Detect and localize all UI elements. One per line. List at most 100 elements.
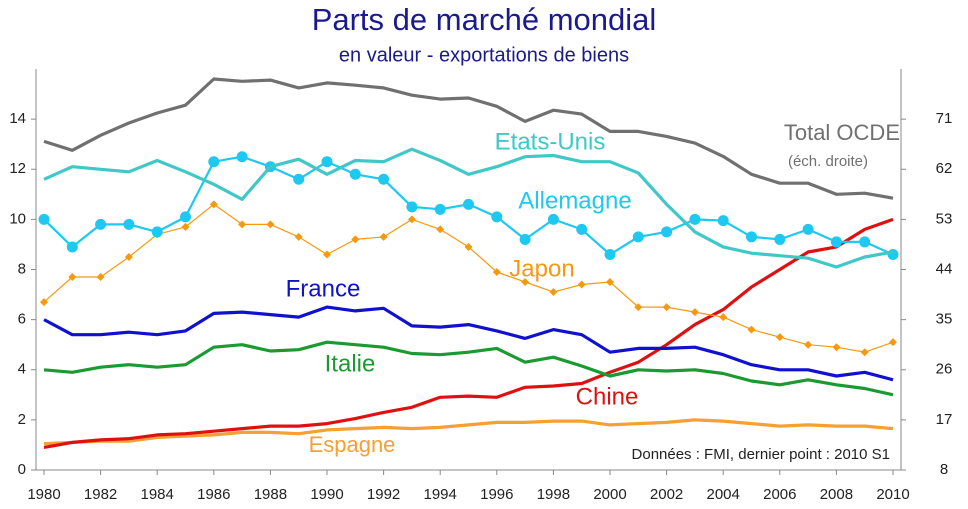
point bbox=[717, 215, 729, 227]
point bbox=[436, 225, 445, 234]
y2-tick-label: 62 bbox=[936, 160, 953, 177]
x-tick-label: 2000 bbox=[593, 486, 626, 503]
point bbox=[238, 220, 247, 229]
y-tick-label: 4 bbox=[18, 361, 26, 378]
x-tick-label: 1982 bbox=[84, 486, 117, 503]
point bbox=[407, 215, 416, 224]
point bbox=[236, 151, 248, 163]
y2-tick-label: 53 bbox=[936, 210, 953, 227]
point bbox=[151, 226, 163, 238]
point bbox=[606, 278, 614, 287]
annotation: (éch. droite) bbox=[788, 153, 868, 170]
series-line bbox=[43, 217, 894, 449]
series-line bbox=[43, 77, 894, 200]
point bbox=[181, 222, 190, 231]
point bbox=[802, 223, 814, 235]
y-tick-label: 12 bbox=[9, 160, 26, 177]
x-tick-label: 1990 bbox=[310, 486, 343, 503]
x-tick-label: 2004 bbox=[707, 486, 740, 503]
point bbox=[860, 348, 869, 357]
chart-subtitle: en valeur - exportations de biens bbox=[339, 44, 629, 66]
point bbox=[95, 218, 107, 230]
y-tick-label: 8 bbox=[18, 260, 26, 277]
series-line bbox=[43, 147, 894, 269]
series-line bbox=[43, 305, 894, 382]
x-tick-label: 2010 bbox=[876, 486, 909, 503]
point bbox=[38, 213, 50, 225]
y-tick-label: 10 bbox=[9, 210, 26, 227]
y-tick-label: 2 bbox=[18, 411, 26, 428]
point bbox=[549, 288, 558, 297]
x-tick-label: 1980 bbox=[27, 486, 60, 503]
y2-tick-label: 35 bbox=[936, 311, 953, 328]
point bbox=[323, 250, 331, 259]
point bbox=[434, 203, 446, 215]
point bbox=[547, 213, 559, 225]
series-label: Chine bbox=[576, 383, 639, 410]
point bbox=[690, 308, 699, 317]
y-tick-label: 6 bbox=[18, 311, 26, 328]
point bbox=[632, 231, 644, 243]
y2-tick-label: 17 bbox=[936, 411, 953, 428]
x-tick-label: 1996 bbox=[480, 486, 513, 503]
point bbox=[887, 248, 899, 260]
x-tick-label: 2006 bbox=[763, 486, 796, 503]
x-tick-label: 2002 bbox=[650, 486, 683, 503]
series-label: Etats-Unis bbox=[495, 128, 606, 155]
point bbox=[68, 273, 77, 282]
point bbox=[464, 242, 473, 251]
point bbox=[66, 241, 78, 253]
point bbox=[577, 280, 586, 289]
series-label: Japon bbox=[509, 255, 574, 282]
series-label: Espagne bbox=[309, 432, 396, 457]
point bbox=[266, 220, 275, 229]
x-tick-label: 1984 bbox=[141, 486, 174, 503]
point bbox=[321, 156, 333, 168]
series-label: Total OCDE bbox=[784, 120, 900, 145]
y2-tick-label: 8 bbox=[940, 461, 948, 478]
point bbox=[774, 233, 786, 245]
point bbox=[747, 325, 756, 334]
point bbox=[491, 211, 503, 223]
point bbox=[889, 338, 897, 347]
point bbox=[576, 223, 588, 235]
point bbox=[662, 303, 671, 312]
point bbox=[351, 235, 360, 244]
point bbox=[661, 226, 673, 238]
point bbox=[832, 343, 841, 352]
y-tick-label: 0 bbox=[18, 461, 26, 478]
point bbox=[96, 273, 105, 282]
point bbox=[180, 211, 191, 223]
point bbox=[746, 231, 757, 243]
point bbox=[830, 236, 842, 248]
point bbox=[293, 173, 305, 185]
point bbox=[719, 313, 728, 322]
x-tick-label: 1994 bbox=[424, 486, 457, 503]
point bbox=[521, 278, 530, 287]
point bbox=[124, 252, 133, 261]
x-tick-label: 1992 bbox=[367, 486, 400, 503]
y2-tick-label: 44 bbox=[936, 260, 953, 277]
point bbox=[209, 200, 218, 209]
x-tick-label: 1998 bbox=[537, 486, 570, 503]
y2-tick-label: 26 bbox=[936, 361, 953, 378]
series-label: France bbox=[286, 275, 361, 302]
y2-tick-label: 71 bbox=[936, 110, 953, 127]
x-tick-label: 1988 bbox=[254, 486, 287, 503]
x-tick-label: 2008 bbox=[820, 486, 853, 503]
series-line bbox=[43, 418, 894, 446]
series-label: Allemagne bbox=[518, 187, 631, 214]
series-label: Italie bbox=[325, 350, 376, 377]
series-line bbox=[43, 340, 894, 397]
point bbox=[40, 298, 48, 307]
y-tick-label: 14 bbox=[9, 110, 26, 127]
point bbox=[634, 303, 643, 312]
point bbox=[519, 233, 531, 245]
point bbox=[294, 232, 303, 241]
x-tick-label: 1986 bbox=[197, 486, 230, 503]
point bbox=[379, 232, 388, 241]
point bbox=[689, 213, 701, 225]
point bbox=[406, 201, 418, 213]
chart-title: Parts de marché mondial bbox=[312, 2, 657, 37]
point bbox=[349, 168, 361, 180]
